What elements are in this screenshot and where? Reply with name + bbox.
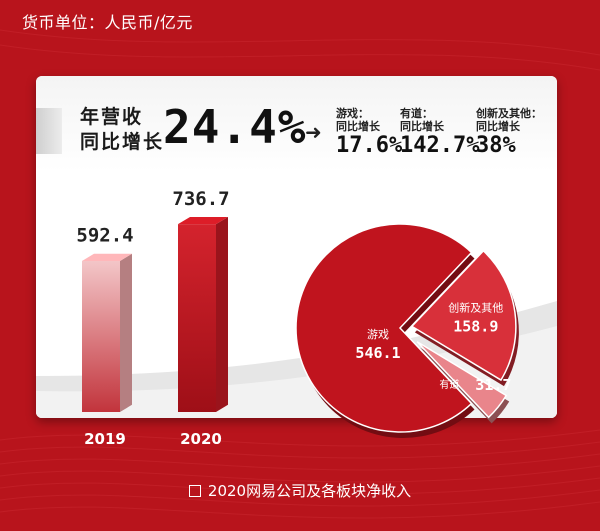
- games-growth-value: 17.6%: [336, 133, 403, 158]
- innovation-growth-label-line2: 同比增长: [476, 120, 520, 133]
- card-header-band: [36, 76, 557, 172]
- bar-side-2020: [216, 216, 228, 412]
- pie-slice-value-创新及其他: 158.9: [453, 318, 498, 336]
- pie-slice-name-游戏: 游戏: [367, 328, 389, 341]
- pie-slice-游戏: [295, 223, 473, 433]
- pie-slice-有道: [416, 341, 508, 419]
- games-growth-label-line2: 同比增长: [336, 120, 380, 133]
- bar-value-label-2020: 736.7: [172, 188, 229, 210]
- innovation-growth-label-line1: 创新及其他：: [476, 107, 542, 120]
- innovation-growth-value: 38%: [476, 133, 516, 158]
- bar-top-2020: [178, 216, 228, 225]
- headline-label-line1: 年营收: [80, 106, 144, 128]
- pie-slice-创新及其他: [410, 249, 517, 382]
- card-accent-block: [36, 108, 62, 154]
- arrow-right-icon: ➜: [305, 120, 322, 144]
- youdao-growth-value: 142.7%: [400, 133, 480, 158]
- games-growth-label-line1: 游戏：: [336, 107, 369, 120]
- legend-label: 2020网易公司及各板块净收入: [207, 482, 412, 500]
- pie-slice-name-创新及其他: 创新及其他: [448, 301, 503, 315]
- headline-label-line2: 同比增长: [80, 131, 165, 153]
- legend-square-icon: [188, 485, 201, 497]
- bar-category-label-2019: 2019: [84, 430, 126, 448]
- bar-top-2019: [82, 253, 132, 261]
- pie-slice-name-有道: 有道: [439, 378, 459, 391]
- legend: 2020网易公司及各板块净收入: [0, 480, 600, 501]
- currency-unit-label: 货币单位：人民币/亿元: [22, 13, 193, 32]
- bar-category-label-2020: 2020: [180, 430, 222, 448]
- youdao-growth-label-line1: 有道：: [400, 107, 433, 120]
- bar-value-label-2019: 592.4: [76, 225, 133, 247]
- headline-growth-value: 24.4%: [163, 100, 307, 154]
- bar-2019: [82, 260, 120, 412]
- bar-2020: [178, 224, 216, 412]
- pie-slice-value-游戏: 546.1: [355, 344, 400, 362]
- bar-side-2019: [120, 253, 132, 412]
- pie-slice-value-有道: 31.7: [475, 376, 511, 394]
- youdao-growth-label-line2: 同比增长: [400, 120, 444, 133]
